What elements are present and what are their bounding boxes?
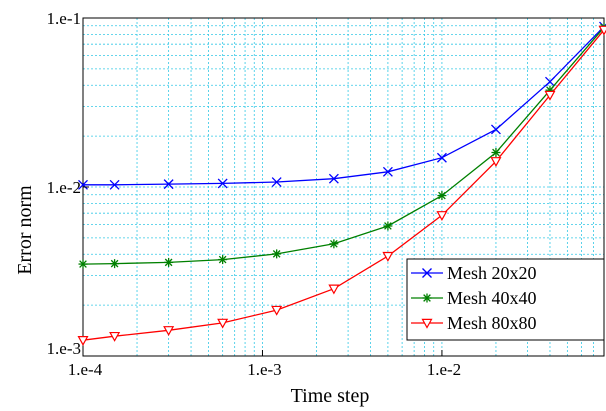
data-point bbox=[545, 76, 555, 87]
data-point bbox=[163, 326, 175, 336]
legend-item: Mesh 80x80 bbox=[411, 313, 537, 333]
y-axis-label: Error norm bbox=[14, 185, 36, 275]
data-point bbox=[329, 239, 339, 249]
series-2 bbox=[78, 22, 606, 269]
series-line bbox=[83, 26, 605, 186]
series-3 bbox=[77, 25, 606, 346]
legend-item: Mesh 40x40 bbox=[411, 288, 537, 308]
tick-labels: 1.e-4 1.e-3 1.e-2 1.e-3 1.e-2 1.e-1 bbox=[47, 9, 462, 379]
data-point bbox=[77, 336, 89, 346]
x-axis-label: Time step bbox=[291, 385, 370, 407]
data-point bbox=[78, 179, 88, 190]
data-point bbox=[490, 124, 501, 135]
data-point bbox=[218, 255, 228, 265]
data-point bbox=[78, 259, 88, 269]
legend-item: Mesh 20x20 bbox=[411, 263, 537, 283]
legend-label: Mesh 80x80 bbox=[447, 313, 537, 333]
data-point bbox=[272, 249, 282, 259]
data-point bbox=[383, 221, 393, 231]
data-point bbox=[109, 331, 121, 342]
data-point bbox=[436, 152, 447, 163]
data-point bbox=[490, 157, 502, 167]
data-point bbox=[271, 177, 282, 187]
data-point bbox=[598, 25, 606, 36]
y-tick-label: 1.e-3 bbox=[47, 339, 81, 358]
legend-marker bbox=[422, 268, 432, 278]
data-point bbox=[437, 191, 447, 201]
data-point bbox=[271, 305, 283, 316]
y-tick-label: 1.e-1 bbox=[47, 9, 81, 28]
data-point bbox=[382, 251, 394, 262]
legend: Mesh 20x20 Mesh 40x40 Mesh 80x80 bbox=[406, 258, 605, 341]
legend-label: Mesh 20x20 bbox=[447, 263, 537, 283]
x-tick-label: 1.e-4 bbox=[68, 360, 103, 379]
y-tick-label: 1.e-2 bbox=[47, 178, 81, 197]
data-point bbox=[164, 257, 174, 267]
data-point bbox=[436, 211, 448, 222]
data-point bbox=[163, 179, 174, 190]
data-point bbox=[109, 179, 120, 190]
series-1 bbox=[78, 21, 606, 190]
data-point bbox=[217, 318, 229, 329]
x-tick-label: 1.e-3 bbox=[247, 360, 281, 379]
legend-marker bbox=[422, 293, 432, 303]
data-point bbox=[328, 284, 340, 295]
x-tick-label: 1.e-2 bbox=[427, 360, 461, 379]
series-lines bbox=[77, 21, 606, 346]
legend-marker bbox=[421, 318, 433, 329]
data-point bbox=[491, 148, 501, 158]
data-point bbox=[328, 173, 339, 184]
data-point bbox=[544, 90, 556, 101]
data-point bbox=[382, 166, 393, 177]
data-point bbox=[110, 259, 120, 269]
data-point bbox=[217, 178, 228, 189]
legend-label: Mesh 40x40 bbox=[447, 288, 537, 308]
series-line bbox=[82, 26, 605, 265]
